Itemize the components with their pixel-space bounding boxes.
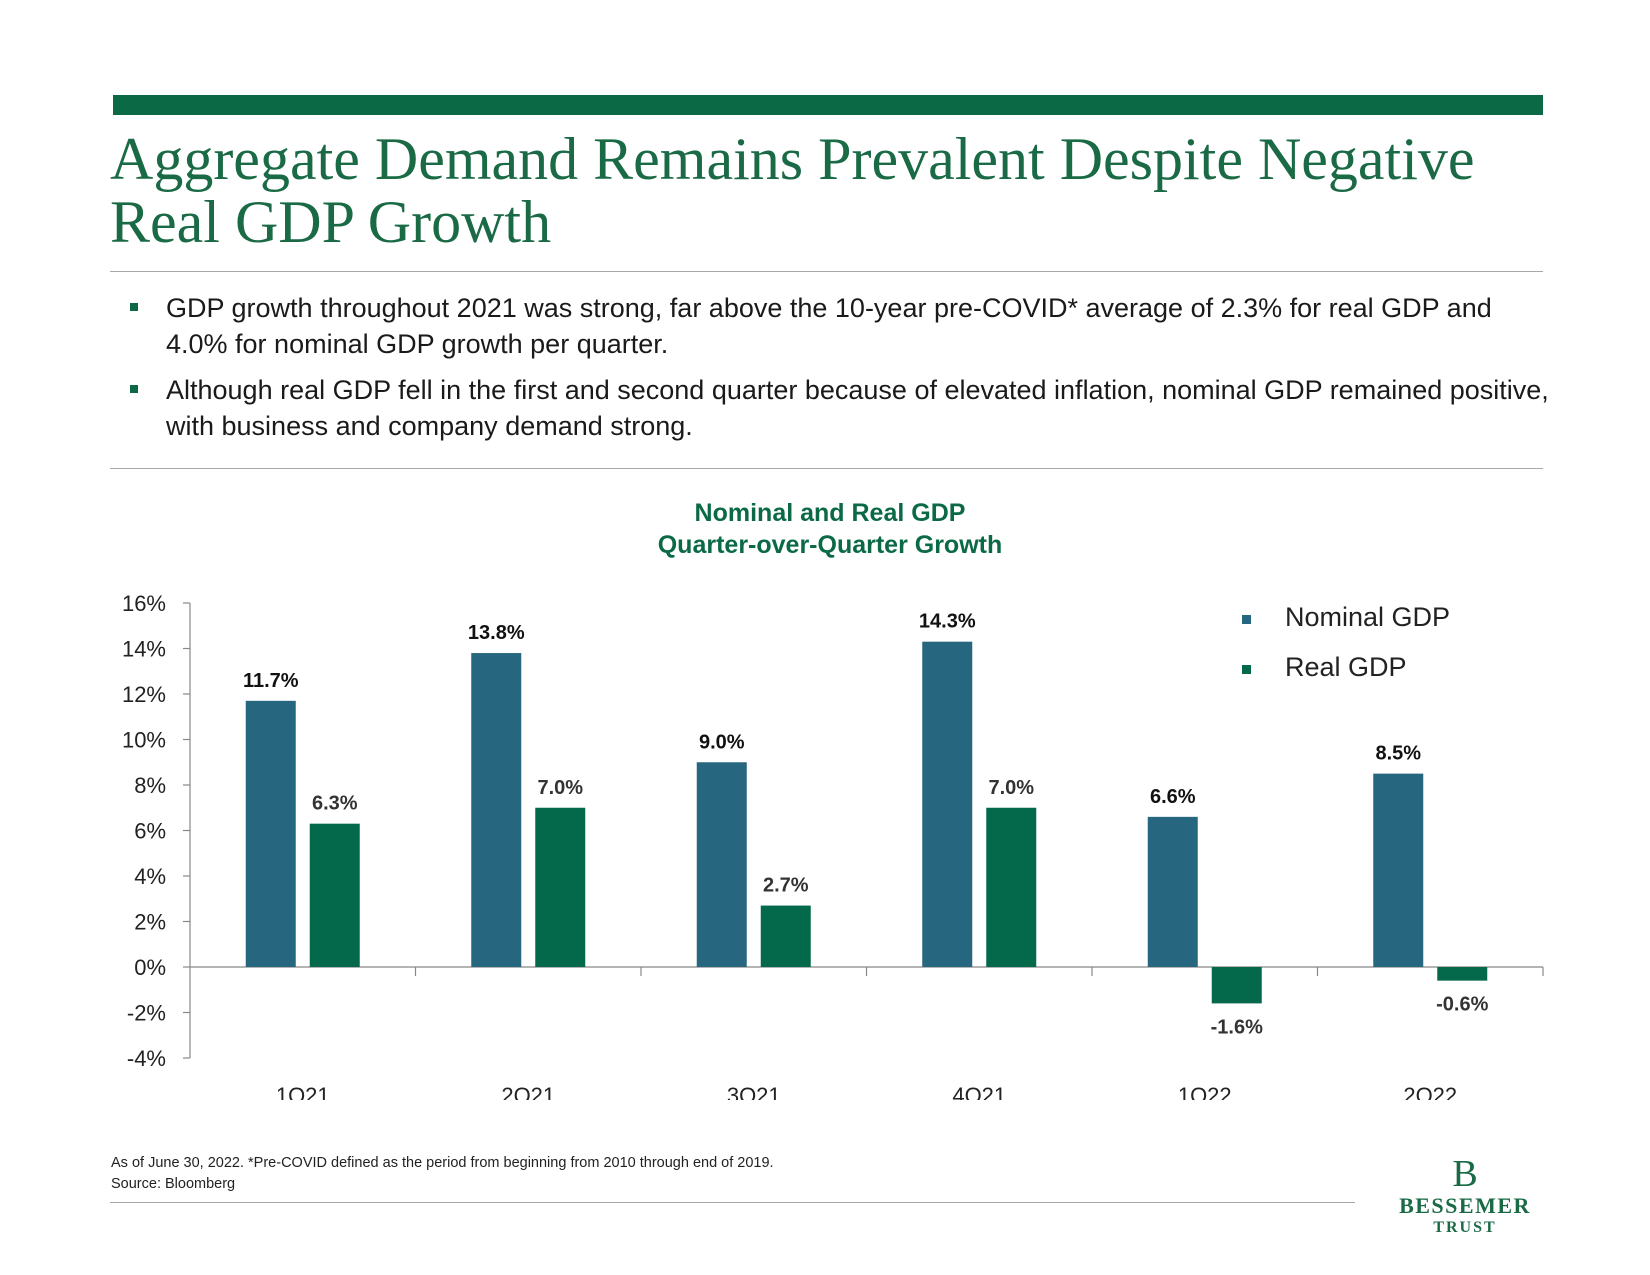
logo-mark: B: [1452, 1153, 1478, 1195]
bullet-text: GDP growth throughout 2021 was strong, f…: [166, 293, 1492, 359]
data-label: 8.5%: [1375, 743, 1421, 765]
bar-nominal: [1373, 773, 1424, 967]
footnote-block: As of June 30, 2022. *Pre-COVID defined …: [111, 1153, 774, 1195]
data-label: 14.3%: [919, 611, 976, 633]
footer-divider: [110, 1202, 1355, 1203]
data-label: -1.6%: [1211, 1016, 1263, 1038]
bar-nominal: [922, 641, 973, 967]
logo-word-2: TRUST: [1433, 1219, 1497, 1236]
source-text: Source: Bloomberg: [111, 1176, 236, 1192]
y-tick-label: -2%: [127, 1001, 166, 1026]
content-divider: [110, 468, 1543, 469]
bar-nominal: [245, 700, 296, 967]
data-label: 11.7%: [243, 670, 299, 692]
legend-label: Nominal GDP: [1285, 602, 1450, 632]
logo-word-1: BESSEMER: [1399, 1193, 1531, 1218]
bullet-list: GDP growth throughout 2021 was strong, f…: [130, 290, 1550, 454]
legend-label: Real GDP: [1285, 652, 1407, 682]
bar-real: [309, 823, 360, 967]
y-tick-label: 0%: [134, 955, 166, 980]
bullet-item: Although real GDP fell in the first and …: [130, 372, 1550, 444]
legend-swatch-real: [1242, 665, 1251, 674]
bar-nominal: [696, 762, 747, 967]
y-tick-label: 6%: [134, 819, 166, 844]
bar-nominal: [471, 653, 522, 967]
bullet-square-icon: [130, 303, 138, 311]
bullet-square-icon: [130, 385, 138, 393]
chart-title-block: Nominal and Real GDP Quarter-over-Quarte…: [560, 497, 1100, 561]
legend-swatch-nominal: [1242, 615, 1251, 624]
data-label: 2.7%: [763, 875, 809, 897]
y-tick-label: 12%: [122, 682, 166, 707]
bar-real: [535, 807, 586, 967]
bar-nominal: [1147, 816, 1198, 967]
title-divider: [110, 271, 1543, 272]
y-tick-label: 2%: [134, 910, 166, 935]
data-label: -0.6%: [1436, 994, 1488, 1016]
page-title: Aggregate Demand Remains Prevalent Despi…: [110, 126, 1475, 255]
bullet-text: Although real GDP fell in the first and …: [166, 375, 1549, 441]
x-tick-label: 1Q22: [1178, 1083, 1232, 1100]
x-tick-label: 4Q21: [952, 1083, 1006, 1100]
bar-real: [986, 807, 1037, 967]
data-label: 6.3%: [312, 793, 358, 815]
bullet-item: GDP growth throughout 2021 was strong, f…: [130, 290, 1550, 362]
x-tick-label: 3Q21: [727, 1083, 781, 1100]
y-tick-label: -4%: [127, 1046, 166, 1071]
y-tick-label: 14%: [122, 637, 166, 662]
chart-title: Nominal and Real GDP: [694, 499, 966, 527]
data-label: 9.0%: [699, 731, 745, 753]
bar-real: [760, 905, 811, 967]
y-tick-label: 16%: [122, 591, 166, 616]
data-label: 7.0%: [537, 777, 583, 799]
data-label: 13.8%: [468, 622, 525, 644]
y-tick-label: 10%: [122, 728, 166, 753]
y-tick-label: 8%: [134, 773, 166, 798]
x-tick-label: 2Q22: [1403, 1083, 1457, 1100]
gdp-bar-chart: 16% 14% 12% 10% 8% 6% 4% 2% 0% -2% -4% 1Q21 11.7% 6.3…: [122, 591, 1544, 1100]
bar-real: [1437, 967, 1488, 981]
footnote-text: As of June 30, 2022. *Pre-COVID defined …: [111, 1155, 774, 1171]
bessemer-logo: B BESSEMER TRUST: [1385, 1155, 1545, 1237]
data-label: 6.6%: [1150, 786, 1196, 808]
chart-subtitle: Quarter-over-Quarter Growth: [657, 531, 1003, 559]
data-label: 7.0%: [988, 777, 1034, 799]
x-tick-label: 1Q21: [276, 1083, 330, 1100]
bar-real: [1211, 967, 1262, 1004]
y-tick-label: 4%: [134, 864, 166, 889]
x-tick-label: 2Q21: [501, 1083, 555, 1100]
header-accent-bar: [113, 95, 1543, 115]
